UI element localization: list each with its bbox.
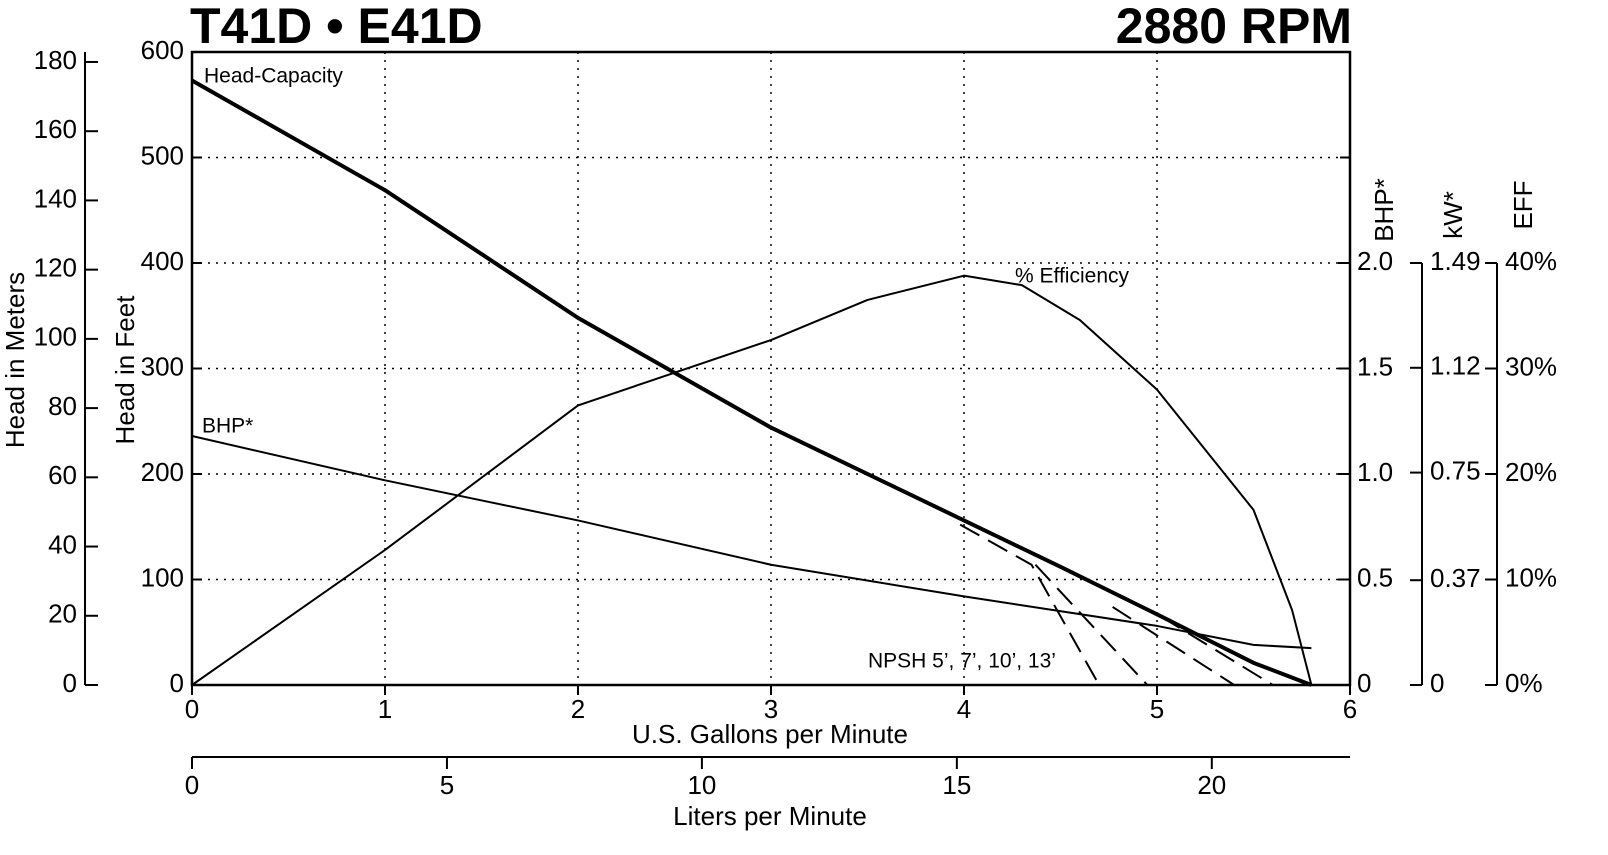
y3-tick-label: 1.49 — [1430, 246, 1481, 276]
y4-tick-label: 20% — [1505, 457, 1557, 487]
chart-title: T41D • E41D — [190, 0, 483, 54]
x-tick-label: 5 — [1150, 694, 1164, 724]
npsh-line — [1034, 564, 1149, 686]
y-tick-label: 200 — [141, 457, 184, 487]
y-tick-label: 100 — [141, 562, 184, 592]
curve-label: BHP* — [202, 415, 253, 438]
y4-tick-label: 0% — [1505, 668, 1543, 698]
y2-tick-label: 1.5 — [1357, 351, 1393, 381]
y-meters-tick-label: 120 — [34, 253, 77, 283]
y-meters-tick-label: 180 — [34, 45, 77, 75]
y3-tick-label: 0.75 — [1430, 455, 1481, 485]
y2-tick-label: 0 — [1357, 668, 1371, 698]
y-tick-label: 0 — [170, 668, 184, 698]
y-meters-tick-label: 0 — [63, 668, 77, 698]
x-tick-label: 2 — [571, 694, 585, 724]
x-tick-label: 3 — [764, 694, 778, 724]
y-tick-label: 500 — [141, 140, 184, 170]
npsh-line — [959, 523, 1100, 686]
y-meters-tick-label: 20 — [48, 599, 77, 629]
x-tick-label: 4 — [957, 694, 971, 724]
y4-tick-label: 10% — [1505, 562, 1557, 592]
x-tick-label: 1 — [378, 694, 392, 724]
y2-tick-label: 0.5 — [1357, 562, 1393, 592]
y-tick-label: 300 — [141, 351, 184, 381]
series-line — [191, 274, 1313, 686]
x2-axis-label: Liters per Minute — [673, 801, 867, 831]
x2-tick-label: 20 — [1197, 770, 1226, 800]
y-meters-label: Head in Meters — [0, 272, 30, 448]
series-line — [191, 435, 1312, 650]
y4-axis-label: EFF — [1508, 180, 1538, 229]
y2-tick-label: 1.0 — [1357, 457, 1393, 487]
y3-tick-label: 0.37 — [1430, 563, 1481, 593]
y-tick-label: 400 — [141, 246, 184, 276]
y2-tick-label: 2.0 — [1357, 246, 1393, 276]
y4-tick-label: 30% — [1505, 351, 1557, 381]
y-meters-tick-label: 160 — [34, 114, 77, 144]
y2-axis-label: BHP* — [1369, 178, 1399, 242]
x2-tick-label: 0 — [185, 770, 199, 800]
x2-tick-label: 10 — [687, 770, 716, 800]
curve-label: % Efficiency — [1015, 265, 1129, 288]
chart-subtitle: 2880 RPM — [1116, 0, 1352, 54]
y3-axis-label: kW* — [1438, 191, 1468, 239]
y-meters-tick-label: 100 — [34, 322, 77, 352]
y-meters-tick-label: 60 — [48, 460, 77, 490]
series-line — [191, 78, 1313, 687]
x-axis-label: U.S. Gallons per Minute — [632, 719, 908, 749]
y-tick-label: 600 — [141, 35, 184, 65]
y-meters-tick-label: 140 — [34, 183, 77, 213]
y3-tick-label: 1.12 — [1430, 351, 1481, 381]
y-meters-tick-label: 80 — [48, 391, 77, 421]
x-tick-label: 0 — [185, 694, 199, 724]
x2-tick-label: 5 — [440, 770, 454, 800]
curve-label: Head-Capacity — [204, 65, 343, 88]
npsh-line — [1112, 606, 1235, 686]
y3-tick-label: 0 — [1430, 668, 1444, 698]
x-tick-label: 6 — [1343, 694, 1357, 724]
npsh-line — [1160, 615, 1274, 686]
x2-tick-label: 15 — [942, 770, 971, 800]
npsh-label: NPSH 5’, 7’, 10’, 13’ — [868, 650, 1056, 673]
y-meters-tick-label: 40 — [48, 529, 77, 559]
y4-tick-label: 40% — [1505, 246, 1557, 276]
y-axis-label: Head in Feet — [110, 295, 140, 445]
